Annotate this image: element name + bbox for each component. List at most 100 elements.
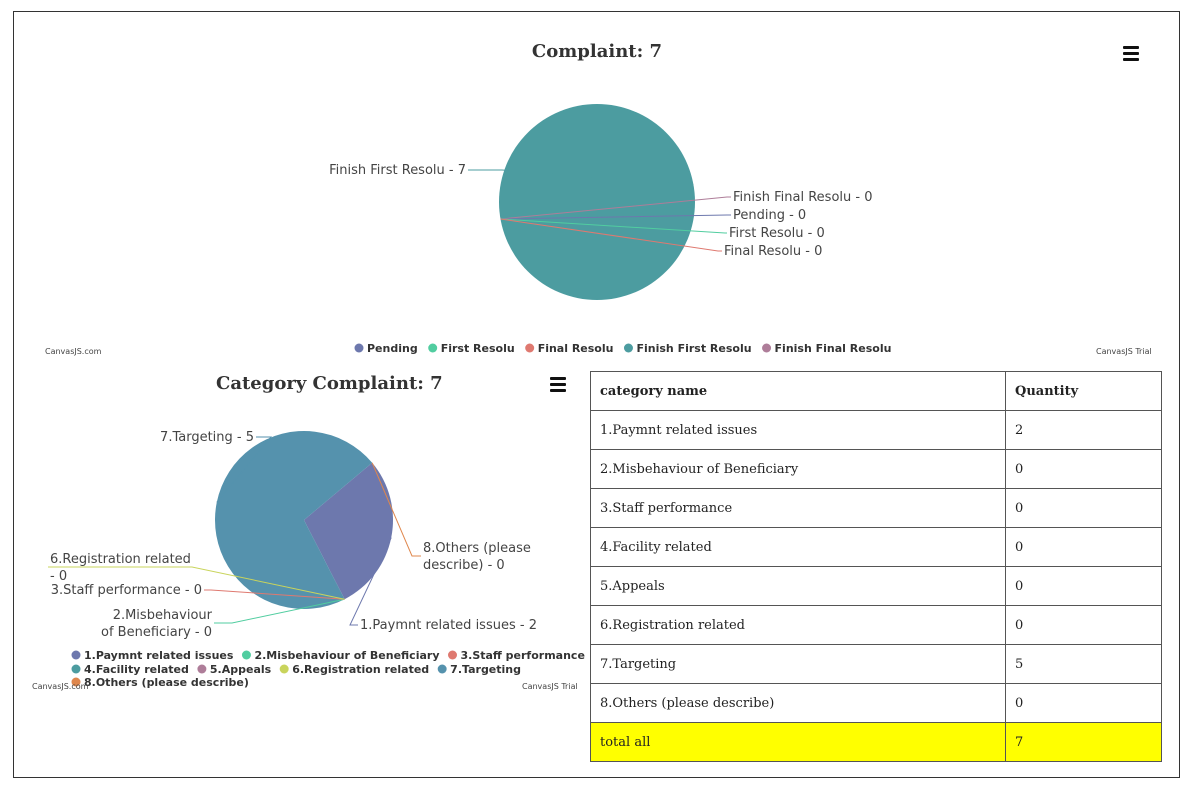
category-cell: 1.Paymnt related issues: [590, 410, 1006, 450]
pie-slice-7-targeting[interactable]: [214, 431, 373, 610]
canvasjs-credit[interactable]: CanvasJS.com: [32, 682, 89, 691]
legend-label: Pending: [367, 342, 418, 355]
legend-label: Finish Final Resolu: [775, 342, 892, 355]
table-row: 4.Facility related 0: [590, 527, 1162, 567]
category-cell: 3.Staff performance: [590, 488, 1006, 528]
column-header-category: category name: [590, 371, 1006, 411]
legend-item-4-facility-related[interactable]: 4.Facility related: [71, 663, 189, 676]
legend-label: Final Resolu: [538, 342, 614, 355]
category-table: category name Quantity 1.Paymnt related …: [590, 371, 1162, 762]
table-row: 7.Targeting 5: [590, 644, 1162, 684]
legend-marker: [623, 343, 633, 353]
legend-marker: [354, 343, 364, 353]
canvasjs-credit[interactable]: CanvasJS.com: [45, 347, 102, 356]
legend-label: 6.Registration related: [292, 663, 429, 676]
legend-item-6-registration-related[interactable]: 6.Registration related: [279, 663, 429, 676]
legend-item-final-resolu[interactable]: Final Resolu: [525, 342, 613, 355]
legend-item-7-targeting[interactable]: 7.Targeting: [437, 663, 521, 676]
legend-label: 3.Staff performance: [461, 649, 585, 662]
legend-label: 4.Facility related: [84, 663, 189, 676]
table-header-row: category name Quantity: [590, 371, 1162, 411]
canvasjs-trial-label: CanvasJS Trial: [522, 682, 578, 691]
legend-marker: [448, 650, 457, 660]
legend-label: 8.Others (please describe): [84, 676, 249, 689]
index-label-connector: [371, 462, 421, 557]
table-row: 2.Misbehaviour of Beneficiary 0: [590, 449, 1162, 489]
index-label-connector: [500, 196, 731, 220]
legend-item-first-resolu[interactable]: First Resolu: [428, 342, 515, 355]
category-pie-chart: 7.Targeting - 5 8.Others (please describe)…: [48, 430, 585, 689]
legend-marker: [241, 650, 251, 660]
quantity-cell: 0: [1005, 488, 1162, 528]
legend-marker: [71, 677, 81, 687]
complaint-chart-title: Complaint: 7: [531, 41, 663, 62]
category-cell: 4.Facility related: [590, 527, 1006, 567]
total-row: total all 7: [590, 722, 1162, 762]
index-label-6-registration-related: 6.Registration related - 0: [50, 552, 191, 584]
index-label-8-others-please-describe: 8.Others (please describe) - 0: [423, 541, 531, 573]
quantity-cell: 0: [1005, 683, 1162, 723]
legend-marker: [71, 664, 81, 674]
index-label-finish-first-resolu: Finish First Resolu - 7: [329, 163, 466, 178]
index-label-first-resolu: First Resolu - 0: [729, 226, 825, 241]
index-label-7-targeting: 7.Targeting - 5: [160, 430, 254, 445]
index-label-2-misbehaviour-of-beneficiary: 2.Misbehaviour of Beneficiary - 0: [101, 608, 213, 640]
legend-label: Finish First Resolu: [636, 342, 751, 355]
legend-item-5-appeals[interactable]: 5.Appeals: [197, 663, 272, 676]
total-label-cell: total all: [590, 722, 1006, 762]
index-label-connector: [349, 537, 392, 626]
index-label-connector: [500, 218, 722, 252]
pie-slice-1-paymnt-related-issues[interactable]: [304, 462, 393, 600]
legend-marker: [762, 343, 772, 353]
index-label-1-paymnt-related-issues: 1.Paymnt related issues - 2: [360, 618, 537, 633]
table-row: 3.Staff performance 0: [590, 488, 1162, 528]
total-value-cell: 7: [1005, 722, 1162, 762]
index-label-connector: [48, 566, 345, 600]
legend-label: 2.Misbehaviour of Beneficiary: [254, 649, 439, 662]
legend-marker: [197, 664, 207, 674]
legend-marker: [71, 650, 81, 660]
index-label-connector: [204, 589, 345, 600]
legend-item-finish-final-resolu[interactable]: Finish Final Resolu: [762, 342, 891, 355]
legend-item-8-others-please-describe[interactable]: 8.Others (please describe): [71, 676, 249, 689]
quantity-cell: 0: [1005, 605, 1162, 645]
legend-item-3-staff-performance[interactable]: 3.Staff performance: [448, 649, 585, 662]
index-label-3-staff-performance: 3.Staff performance - 0: [51, 583, 202, 598]
legend-item-finish-first-resolu[interactable]: Finish First Resolu: [623, 342, 752, 355]
legend-marker: [437, 664, 447, 674]
category-chart-title: Category Complaint: 7: [216, 373, 443, 394]
quantity-cell: 2: [1005, 410, 1162, 450]
category-cell: 7.Targeting: [590, 644, 1006, 684]
legend-label: 1.Paymnt related issues: [84, 649, 234, 662]
table-row: 1.Paymnt related issues 2: [590, 410, 1162, 450]
legend-marker: [279, 664, 289, 674]
legend-label: 5.Appeals: [210, 663, 272, 676]
quantity-cell: 0: [1005, 566, 1162, 606]
index-label-connector: [216, 436, 273, 503]
quantity-cell: 0: [1005, 449, 1162, 489]
table-row: 8.Others (please describe) 0: [590, 683, 1162, 723]
complaint-pie-chart: Finish First Resolu - 7 Finish Final Reso…: [329, 104, 891, 355]
index-label-connector: [468, 169, 694, 186]
hamburger-menu-icon[interactable]: [1123, 46, 1139, 61]
canvasjs-trial-label: CanvasJS Trial: [1096, 347, 1152, 356]
index-label-finish-final-resolu: Finish Final Resolu - 0: [733, 190, 872, 205]
index-label-connector: [500, 214, 731, 220]
legend-item-pending[interactable]: Pending: [354, 342, 418, 355]
quantity-cell: 5: [1005, 644, 1162, 684]
legend-label: First Resolu: [441, 342, 515, 355]
category-cell: 6.Registration related: [590, 605, 1006, 645]
table-row: 5.Appeals 0: [590, 566, 1162, 606]
legend-marker: [428, 343, 438, 353]
category-cell: 2.Misbehaviour of Beneficiary: [590, 449, 1006, 489]
legend-item-2-misbehaviour-of-beneficiary[interactable]: 2.Misbehaviour of Beneficiary: [241, 649, 440, 662]
pie-slice-finish-first-resolu[interactable]: [499, 104, 695, 300]
legend-marker: [525, 343, 535, 353]
column-header-quantity: Quantity: [1005, 371, 1162, 411]
hamburger-menu-icon[interactable]: [550, 377, 566, 392]
index-label-pending: Pending - 0: [733, 208, 806, 223]
category-cell: 5.Appeals: [590, 566, 1006, 606]
table-row: 6.Registration related 0: [590, 605, 1162, 645]
index-label-connector: [500, 218, 727, 234]
legend-item-1-paymnt-related-issues[interactable]: 1.Paymnt related issues: [71, 649, 234, 662]
